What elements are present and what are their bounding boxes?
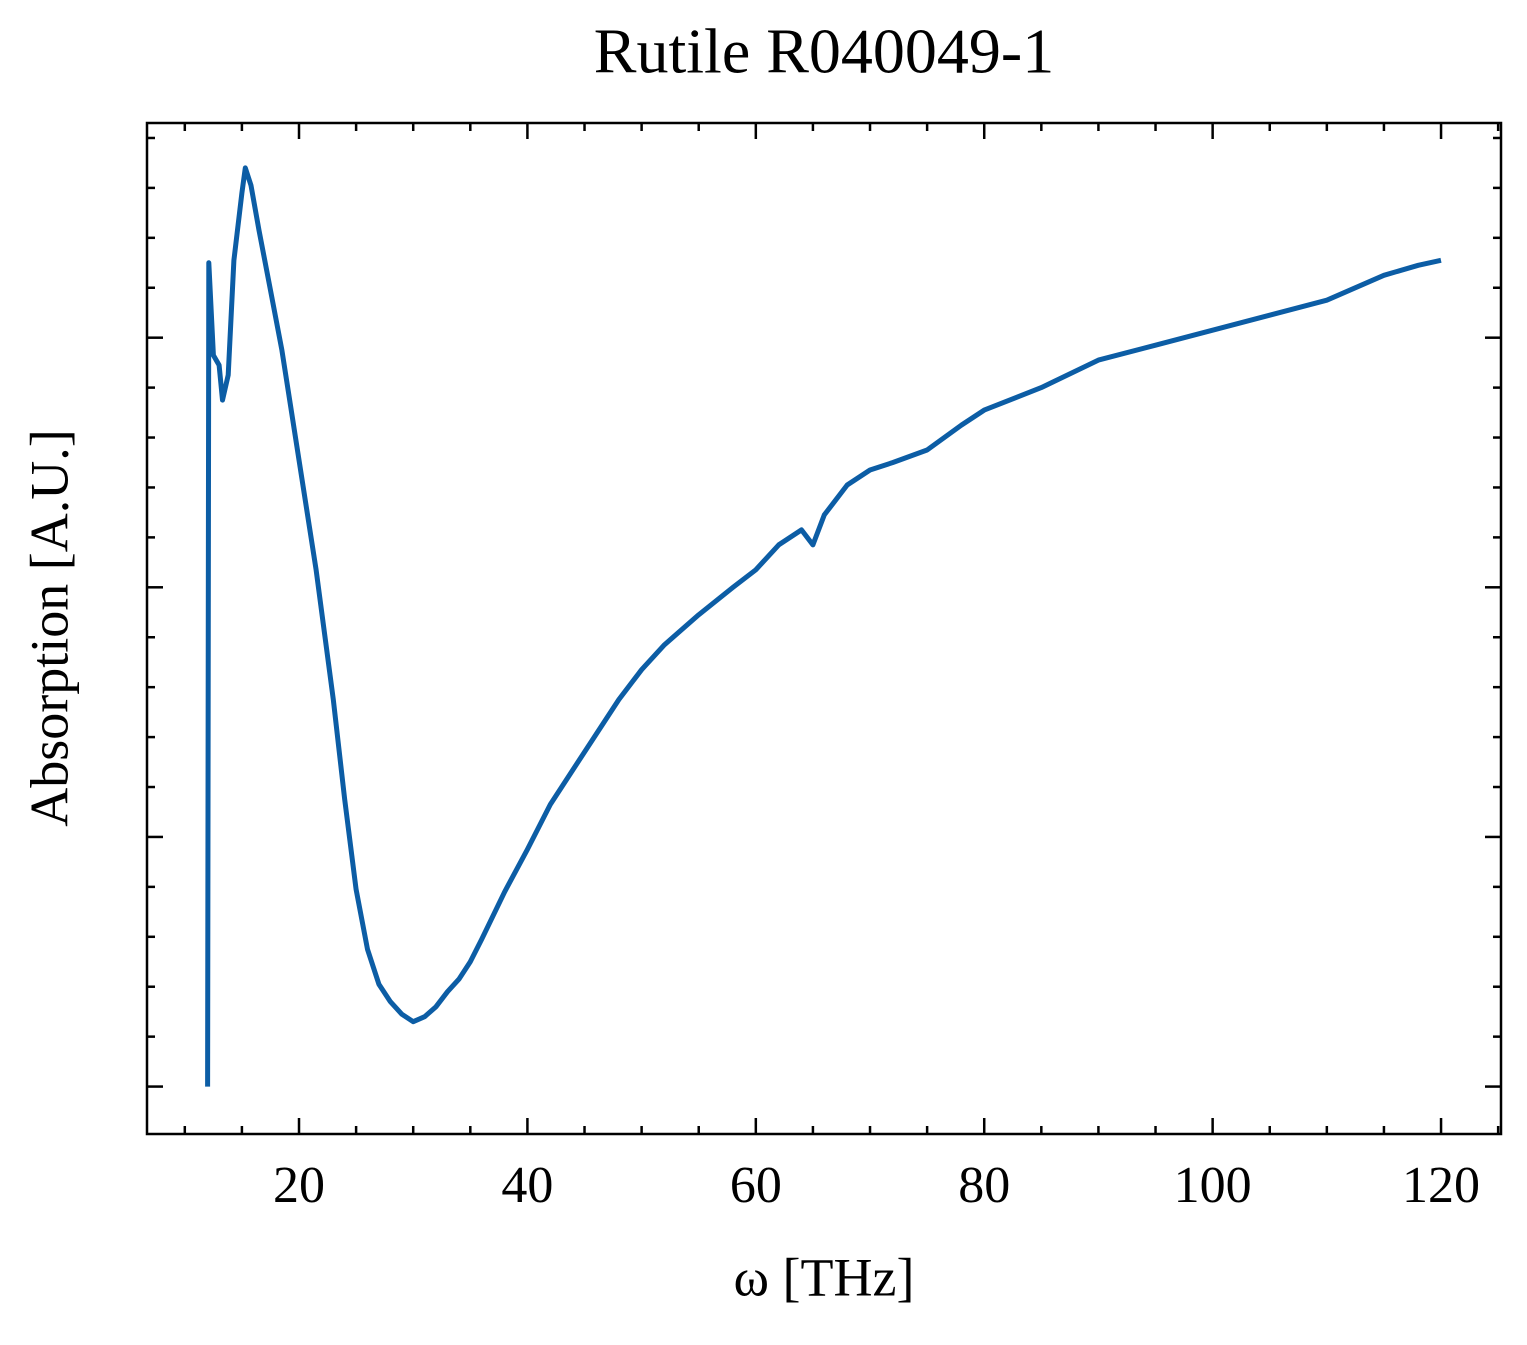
chart-title: Rutile R040049-1 [594,16,1054,87]
x-tick-label: 20 [273,1157,325,1214]
y-axis-label: Absorption [A.U.] [19,429,79,826]
plot-frame [145,121,1503,1136]
x-tick-label: 60 [730,1157,782,1214]
x-axis-label: ω [THz] [734,1247,915,1307]
x-tick-label: 80 [958,1157,1010,1214]
data-line [205,165,1442,1087]
x-tick-label: 120 [1402,1157,1480,1214]
x-tick-label: 40 [501,1157,553,1214]
x-tick-label: 100 [1174,1157,1252,1214]
